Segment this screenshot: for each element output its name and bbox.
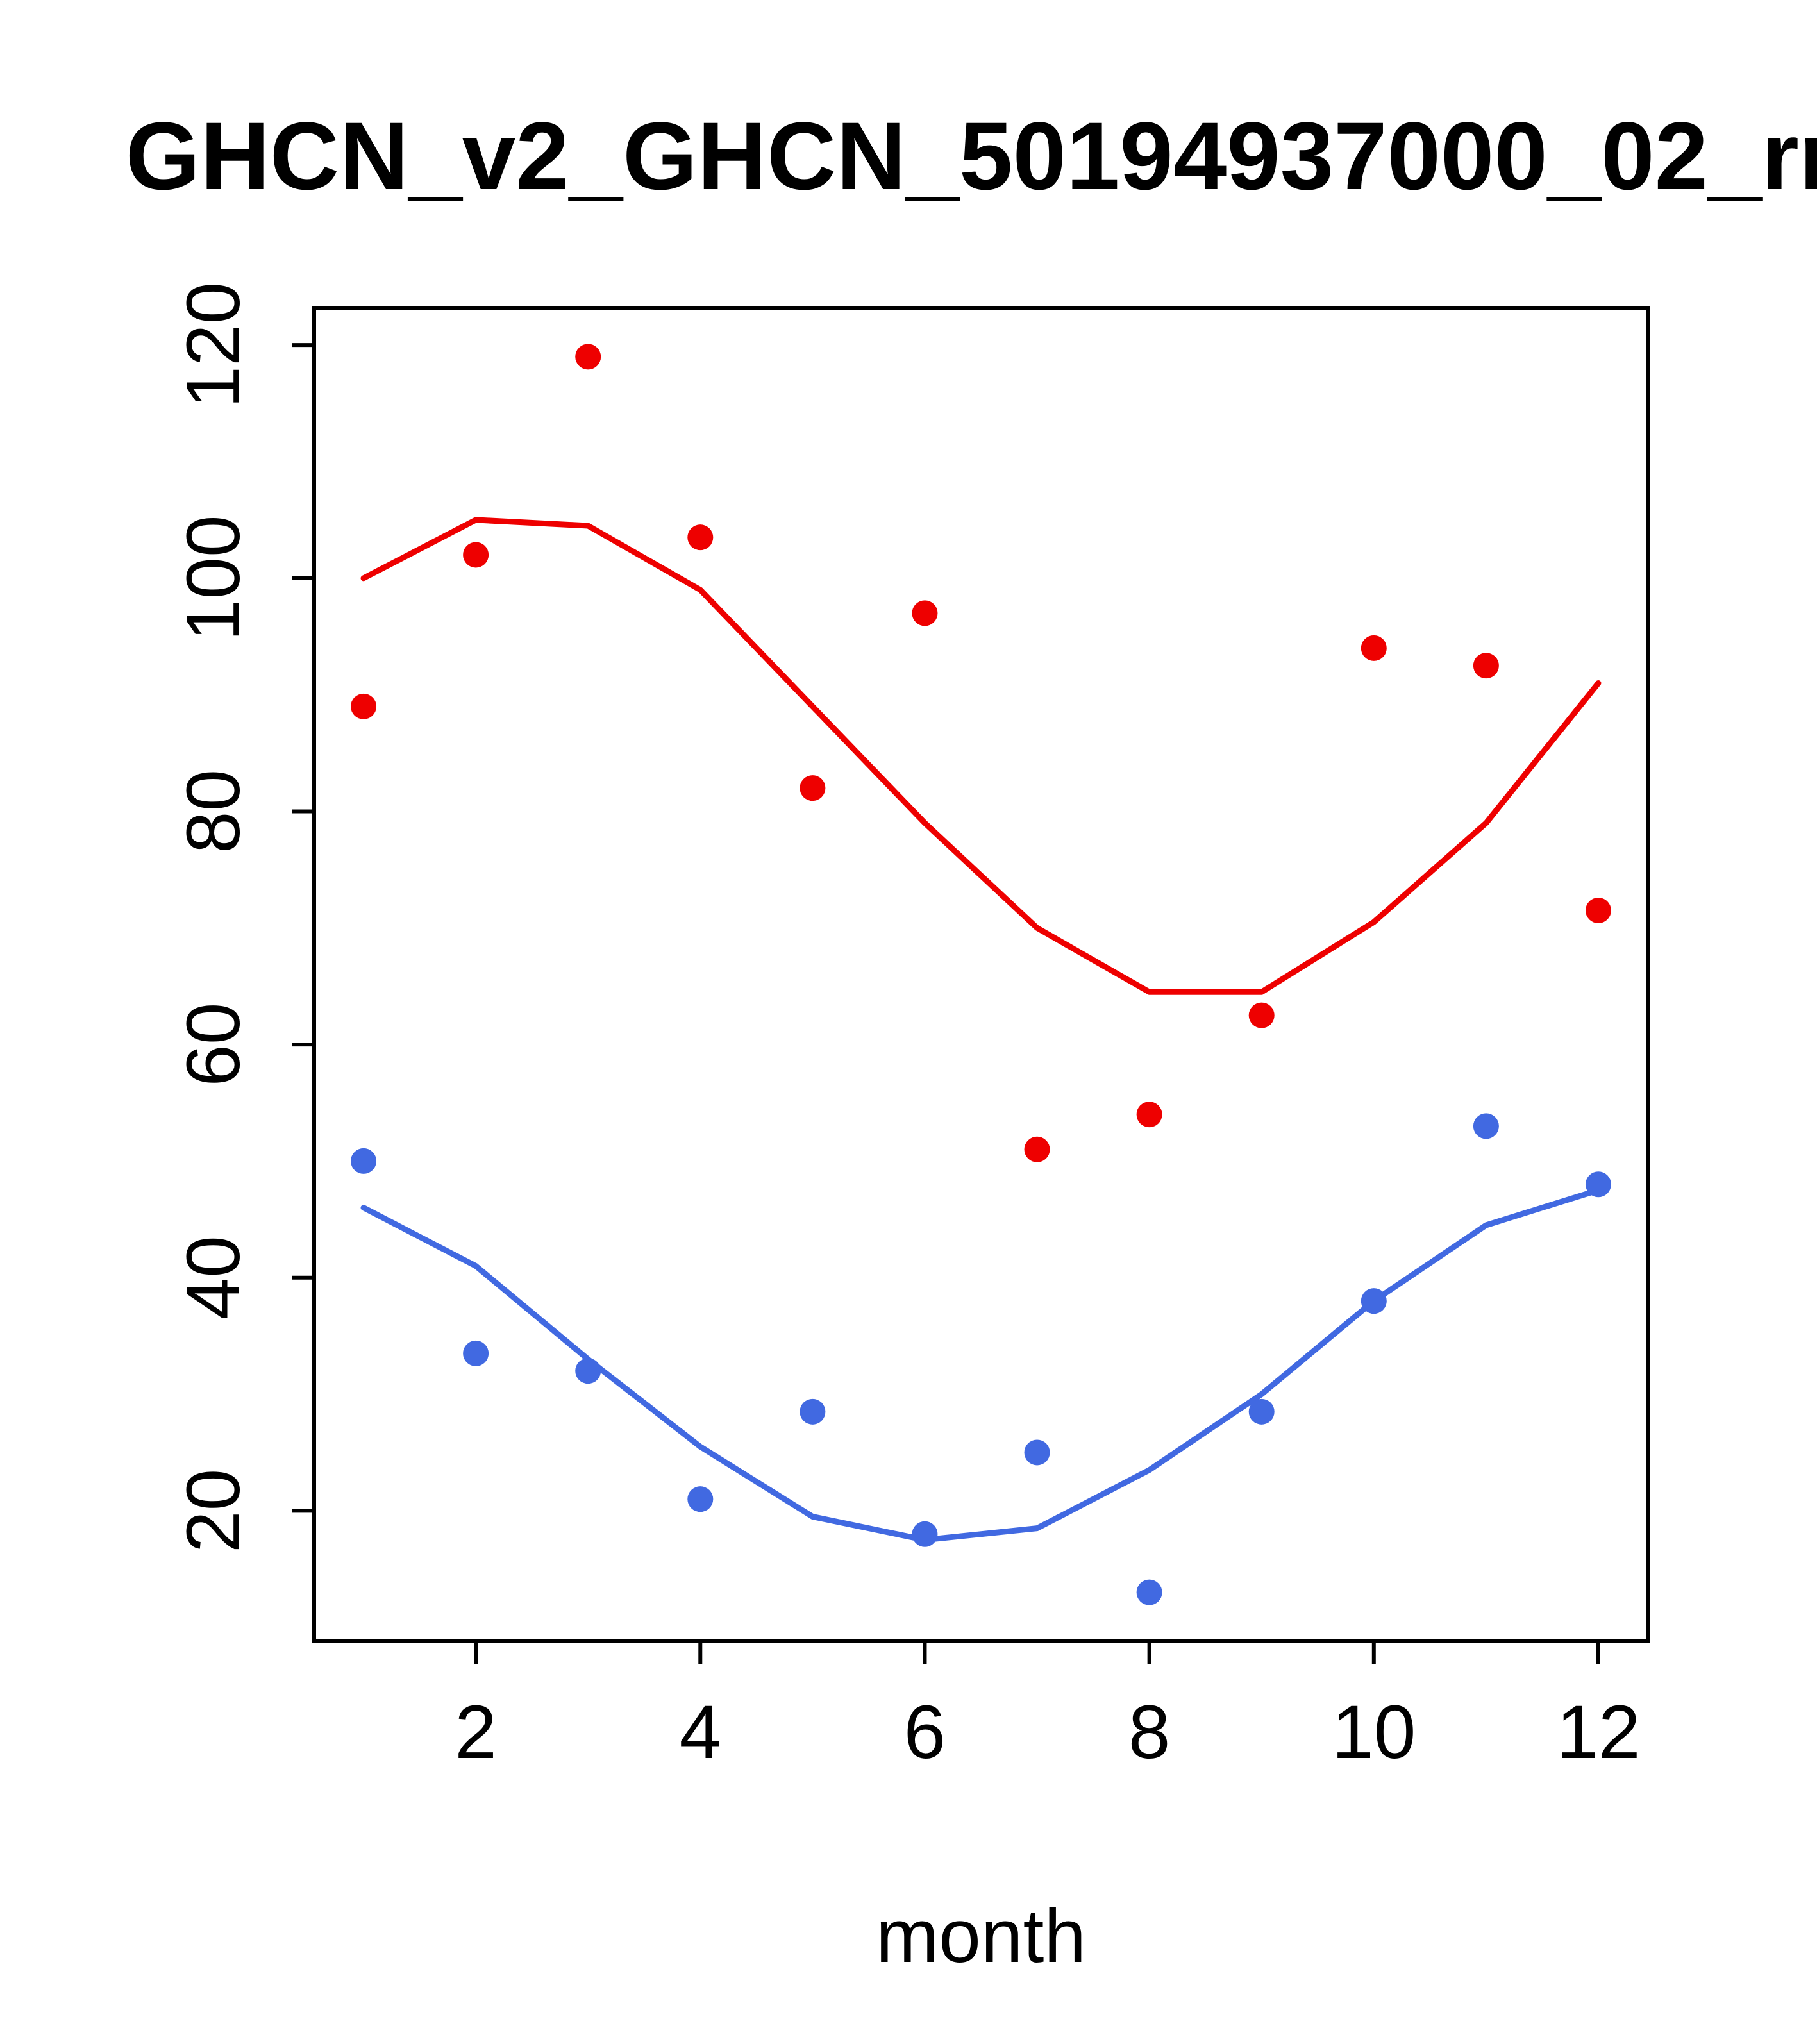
blue-points-point bbox=[1248, 1398, 1275, 1425]
red-points-point bbox=[1024, 1136, 1050, 1162]
red-points-point bbox=[912, 600, 938, 626]
red-smooth-line bbox=[360, 517, 1602, 995]
y-tick-label: 120 bbox=[171, 282, 256, 408]
chart-title: GHCN_v2_GHCN_50194937000_02_rr bbox=[126, 102, 1817, 210]
blue-points-point bbox=[912, 1521, 938, 1547]
red-points-point bbox=[800, 775, 826, 801]
x-tick-label: 12 bbox=[1556, 1690, 1640, 1775]
blue-smooth-line bbox=[360, 1187, 1602, 1543]
red-points-point bbox=[1473, 653, 1499, 679]
red-points-series bbox=[351, 344, 1611, 1162]
plot-box bbox=[312, 306, 1650, 1643]
red-points-point bbox=[575, 344, 601, 370]
x-tick-label: 4 bbox=[679, 1690, 721, 1775]
blue-points-point bbox=[1136, 1579, 1162, 1605]
y-tick-label: 20 bbox=[171, 1469, 256, 1553]
x-tick-label: 6 bbox=[904, 1690, 946, 1775]
blue-points-point bbox=[1473, 1113, 1499, 1139]
blue-points-point bbox=[1585, 1171, 1611, 1198]
x-tick-label: 2 bbox=[455, 1690, 497, 1775]
y-tick-label: 100 bbox=[171, 515, 256, 641]
blue-points-point bbox=[575, 1358, 601, 1384]
red-points-point bbox=[1248, 1002, 1275, 1028]
blue-points-point bbox=[687, 1486, 714, 1512]
blue-points-point bbox=[463, 1340, 489, 1366]
blue-smooth-line-series bbox=[360, 1187, 1602, 1543]
y-tick-label: 80 bbox=[171, 769, 256, 853]
red-points-point bbox=[687, 524, 714, 551]
red-points-point bbox=[351, 693, 377, 719]
blue-points-point bbox=[1361, 1288, 1387, 1314]
blue-points-point bbox=[800, 1398, 826, 1425]
blue-points-point bbox=[351, 1148, 377, 1174]
blue-points-series bbox=[351, 1113, 1611, 1605]
y-tick-label: 40 bbox=[171, 1236, 256, 1319]
x-axis-label: month bbox=[876, 1894, 1086, 1979]
x-tick-label: 8 bbox=[1128, 1690, 1171, 1775]
red-points-point bbox=[1136, 1102, 1162, 1128]
red-points-point bbox=[463, 542, 489, 568]
blue-points-point bbox=[1024, 1439, 1050, 1466]
red-points-point bbox=[1585, 898, 1611, 923]
x-tick-label: 10 bbox=[1332, 1690, 1416, 1775]
red-points-point bbox=[1361, 635, 1387, 661]
y-tick-label: 60 bbox=[171, 1002, 256, 1086]
red-smooth-line-series bbox=[360, 517, 1602, 995]
